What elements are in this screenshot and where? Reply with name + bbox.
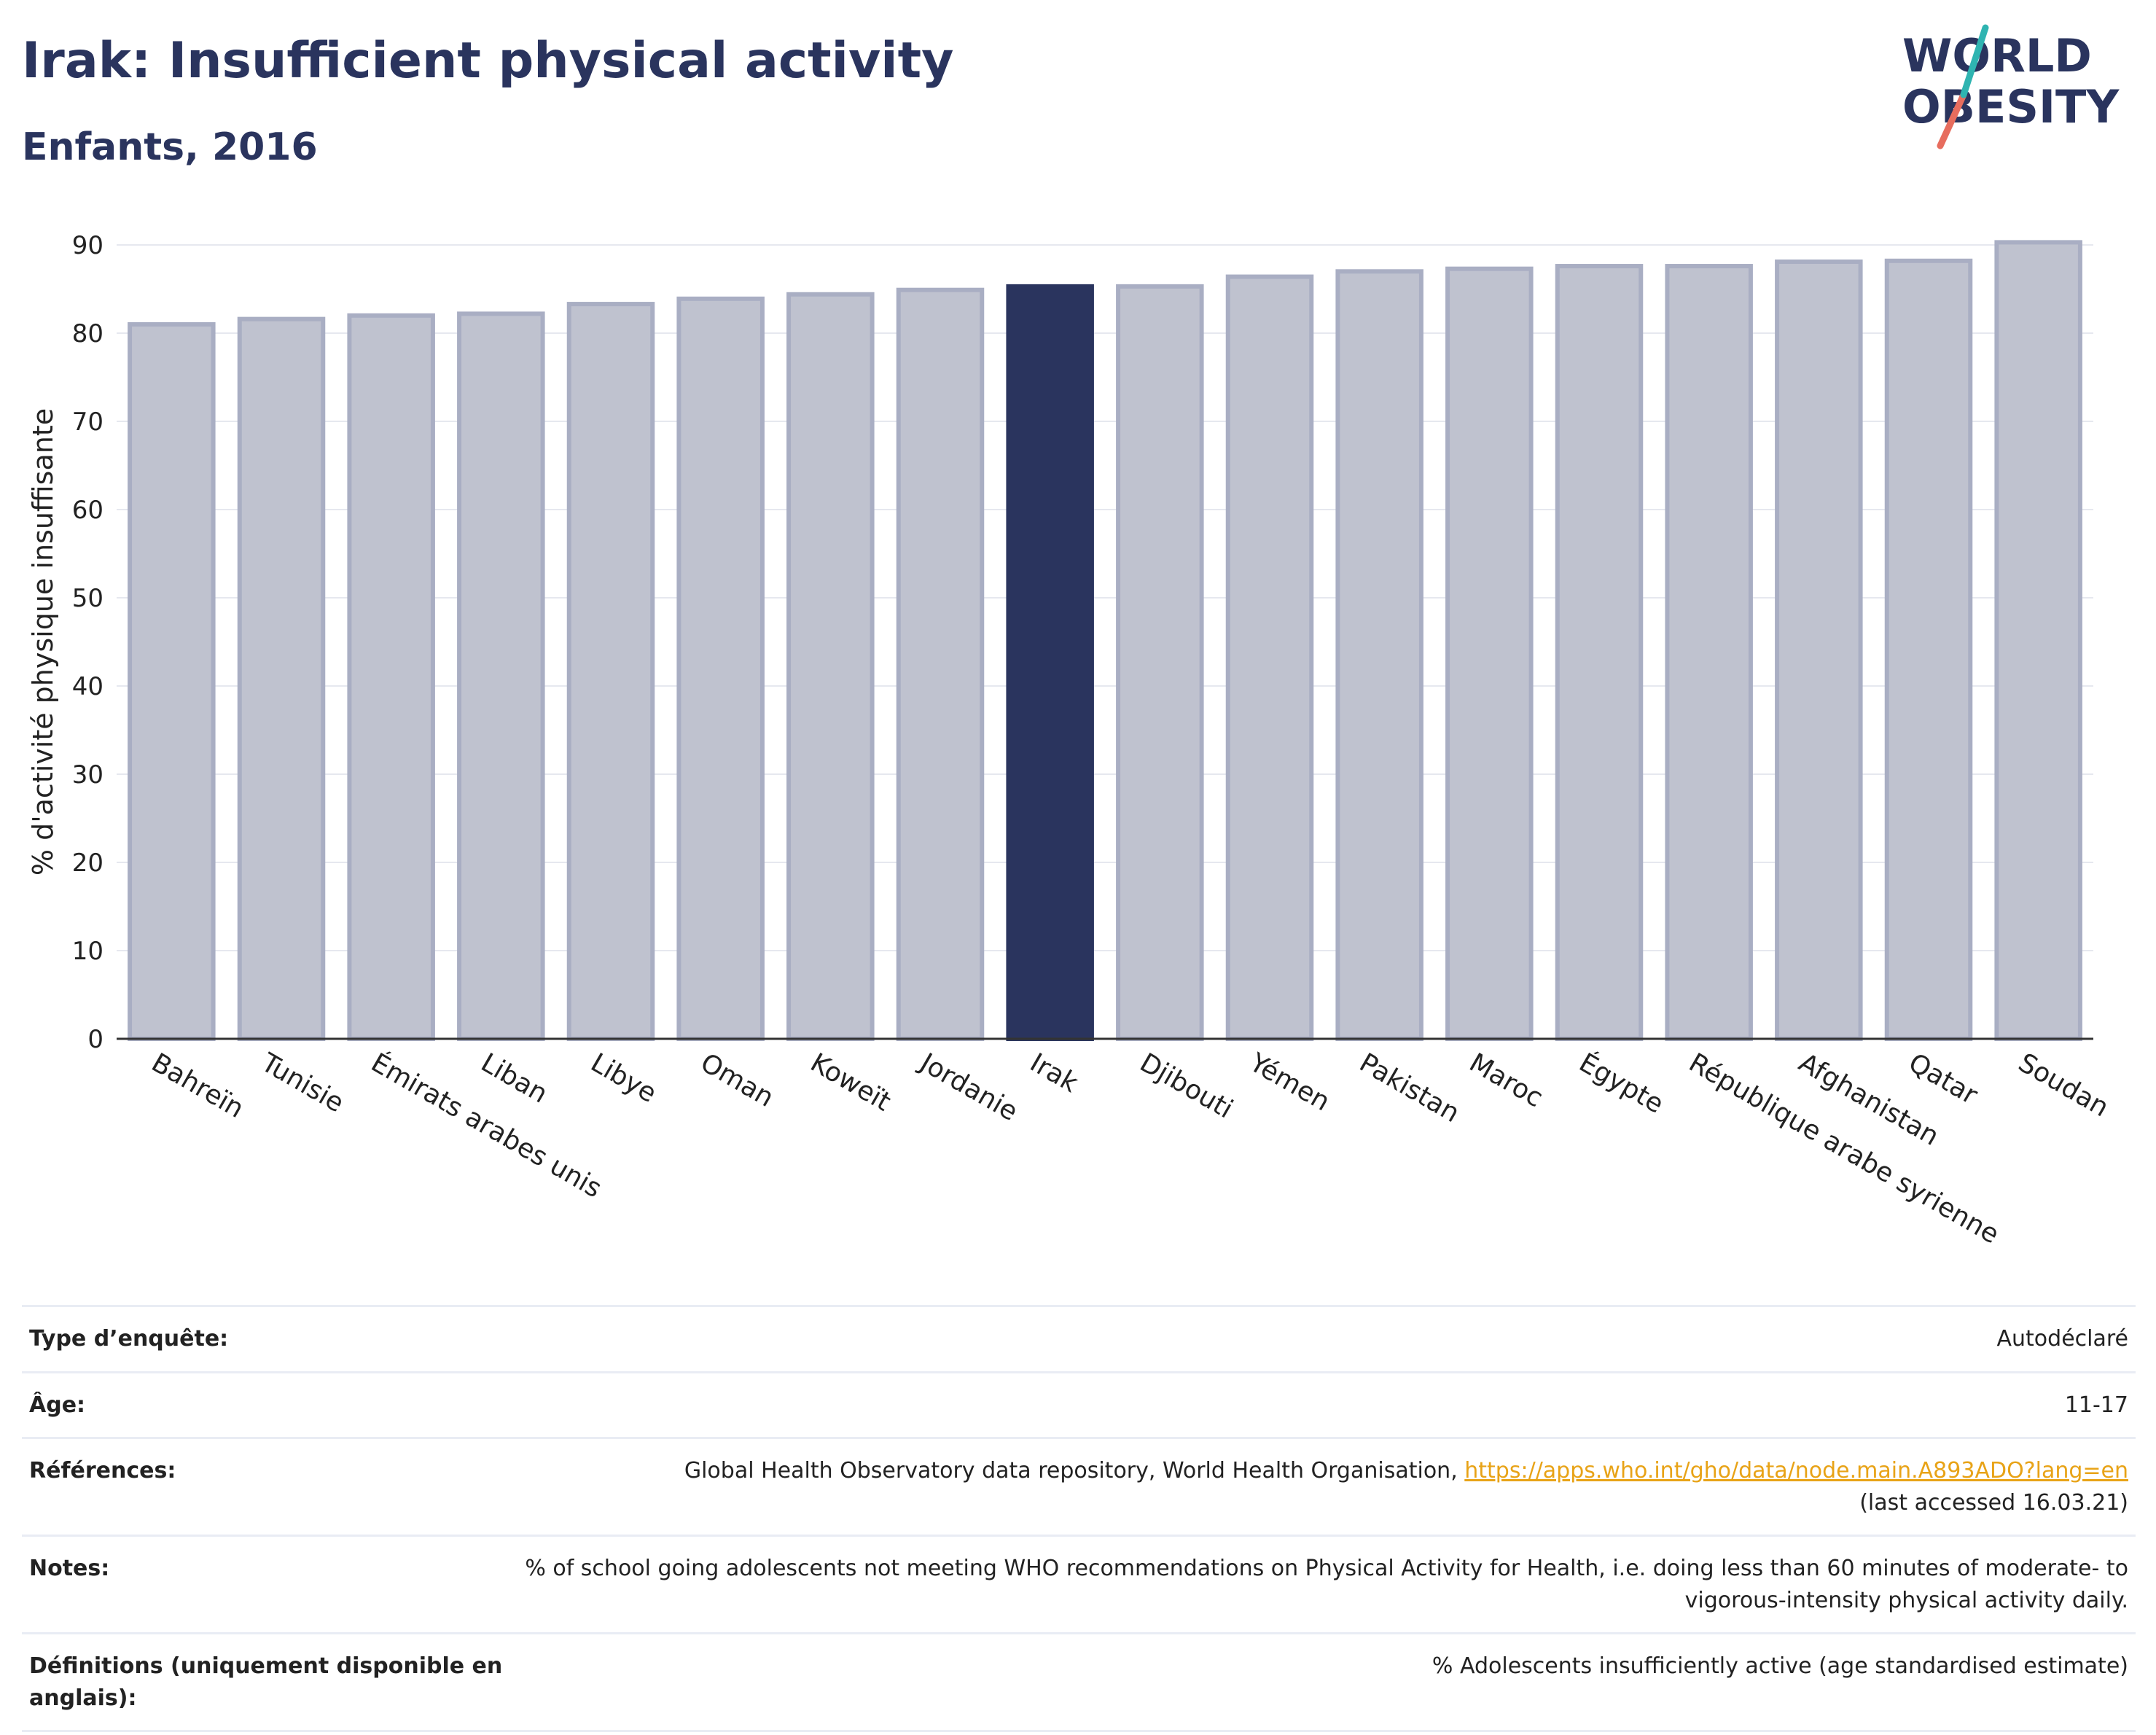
bar-jordanie — [896, 287, 985, 1042]
x-tick-label: Libye — [586, 1048, 662, 1109]
bar-libye — [566, 302, 655, 1041]
grid-lines — [117, 244, 2093, 951]
info-table: Type d’enquête: Autodéclaré Âge: 11-17 R… — [22, 1305, 2136, 1732]
info-row-age: Âge: 11-17 — [22, 1371, 2136, 1438]
y-tick-label: 70 — [72, 408, 103, 437]
y-tick-label: 40 — [72, 672, 103, 701]
y-tick-label: 50 — [72, 584, 103, 613]
world-obesity-logo: WORLD OBESITY — [1902, 24, 2120, 149]
bar-r-publique-arabe-syrienne — [1665, 264, 1753, 1041]
x-tick-label: Jordanie — [914, 1047, 1023, 1127]
info-key: Type d’enquête: — [22, 1305, 517, 1372]
bars — [128, 240, 2082, 1042]
y-tick-label: 60 — [72, 496, 103, 525]
bar--gypte — [1555, 264, 1644, 1041]
info-value: % of school going adolescents not meetin… — [517, 1535, 2136, 1634]
x-tick-label: Qatar — [1904, 1048, 1983, 1110]
y-axis-ticks: 0 10 20 30 40 50 60 70 80 90 — [72, 231, 103, 1054]
bar-afghanistan — [1775, 259, 1863, 1042]
bar-pakistan — [1335, 269, 1423, 1041]
y-tick-label: 0 — [87, 1025, 103, 1054]
y-tick-label: 10 — [72, 937, 103, 966]
bar-oman — [676, 296, 765, 1041]
x-tick-label: Irak — [1025, 1048, 1083, 1099]
logo-slash-teal — [1960, 24, 1989, 98]
x-tick-label: Tunisie — [256, 1048, 349, 1119]
bar-chart: 0 10 20 30 40 50 60 70 80 90 Bahreïn Tunisie Émirat… — [27, 231, 2114, 1250]
y-tick-label: 30 — [72, 760, 103, 789]
bar-bahre-n — [128, 321, 216, 1041]
info-key: Notes: — [22, 1535, 517, 1634]
info-row-references: Références: Global Health Observatory da… — [22, 1437, 2136, 1536]
x-tick-label: Soudan — [2013, 1048, 2114, 1123]
x-tick-label: Égypte — [1574, 1047, 1669, 1119]
info-key: Références: — [22, 1437, 517, 1536]
bar--mirats-arabes-unis — [347, 313, 435, 1042]
info-value: 11-17 — [517, 1371, 2136, 1438]
bar-y-men — [1225, 274, 1314, 1041]
info-key: Âge: — [22, 1371, 517, 1438]
bar-tunisie — [237, 316, 326, 1041]
logo-line2: OBESITY — [1902, 80, 2120, 133]
info-key: Définitions (uniquement disponible en an… — [22, 1632, 517, 1732]
y-tick-label: 90 — [72, 231, 103, 260]
x-tick-label: Yémen — [1244, 1048, 1335, 1118]
bar-soudan — [1994, 240, 2082, 1042]
bar-kowe-t — [786, 292, 875, 1041]
x-tick-label: Djibouti — [1135, 1048, 1238, 1124]
info-value: Autodéclaré — [517, 1305, 2136, 1372]
page-subtitle: Enfants, 2016 — [22, 125, 318, 169]
info-row-survey-type: Type d’enquête: Autodéclaré — [22, 1305, 2136, 1372]
x-tick-label: Liban — [476, 1048, 552, 1109]
bar-irak — [1006, 284, 1094, 1042]
x-tick-label: Oman — [695, 1048, 778, 1113]
reference-suffix: (last accessed 16.03.21) — [1859, 1489, 2128, 1516]
page-title: Irak: Insufficient physical activity — [22, 32, 954, 90]
info-row-definitions: Définitions (uniquement disponible en an… — [22, 1632, 2136, 1732]
bar-qatar — [1884, 258, 1973, 1041]
bar-djibouti — [1116, 284, 1204, 1042]
bar-maroc — [1445, 266, 1534, 1041]
x-tick-label: Maroc — [1464, 1048, 1548, 1113]
info-row-notes: Notes: % of school going adolescents not… — [22, 1535, 2136, 1634]
reference-link[interactable]: https://apps.who.int/gho/data/node.main.… — [1464, 1458, 2128, 1483]
y-axis-label: % d'activité physique insuffisante — [27, 408, 59, 876]
y-tick-label: 20 — [72, 849, 103, 878]
logo-line1: WORLD — [1902, 29, 2092, 82]
x-tick-label: Bahreïn — [147, 1048, 249, 1124]
y-tick-label: 80 — [72, 319, 103, 348]
bar-liban — [457, 311, 545, 1041]
reference-text: Global Health Observatory data repositor… — [684, 1458, 1465, 1483]
x-tick-label: Pakistan — [1354, 1048, 1464, 1128]
info-value: Global Health Observatory data repositor… — [517, 1437, 2136, 1536]
logo-slash-red — [1937, 91, 1967, 149]
info-value: % Adolescents insufficiently active (age… — [517, 1632, 2136, 1732]
x-tick-label: Koweït — [805, 1048, 896, 1117]
